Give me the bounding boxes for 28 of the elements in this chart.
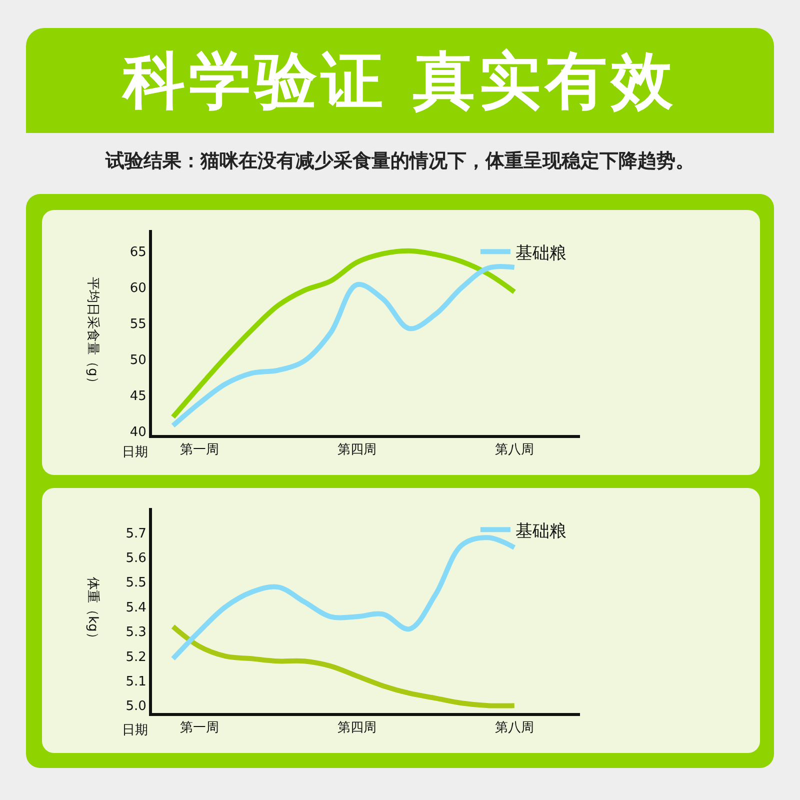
y-tick-label: 5.2 — [126, 650, 146, 665]
y-tick-label: 5.3 — [126, 625, 146, 640]
chart-subtitle: 试验结果：猫咪在没有减少采食量的情况下，体重呈现稳定下降趋势。 — [104, 149, 696, 174]
x-tick-label: 第一周 — [180, 720, 219, 736]
x-tick-label: 第八周 — [494, 442, 534, 458]
x-axis-title: 日期 — [122, 445, 148, 460]
x-tick-label: 第四周 — [337, 720, 376, 736]
y-tick-label: 5.7 — [126, 526, 146, 542]
y-axis-title: 体重（kg） — [85, 577, 100, 645]
y-tick-label: 5.0 — [126, 699, 146, 714]
y-tick-label: 50 — [130, 353, 146, 368]
chart-title: 科学验证 真实有效 — [26, 28, 774, 133]
legend-label: 基础粮 — [515, 521, 566, 542]
legend-label: 基础粮 — [515, 243, 566, 264]
x-tick-label: 第八周 — [494, 720, 534, 736]
y-tick-label: 60 — [130, 281, 146, 296]
y-tick-label: 65 — [130, 245, 146, 260]
y-tick-label: 45 — [130, 388, 146, 404]
y-tick-label: 5.1 — [126, 674, 146, 690]
y-tick-label: 55 — [130, 317, 146, 332]
y-axis-title: 平均日采食量（g） — [85, 277, 100, 390]
y-tick-label: 5.4 — [126, 600, 146, 616]
y-tick-label: 5.5 — [126, 576, 146, 591]
y-tick-label: 5.6 — [126, 550, 146, 566]
x-tick-label: 第一周 — [180, 442, 219, 458]
x-axis-title: 日期 — [122, 723, 148, 738]
x-tick-label: 第四周 — [337, 442, 376, 458]
y-tick-label: 40 — [130, 424, 146, 440]
